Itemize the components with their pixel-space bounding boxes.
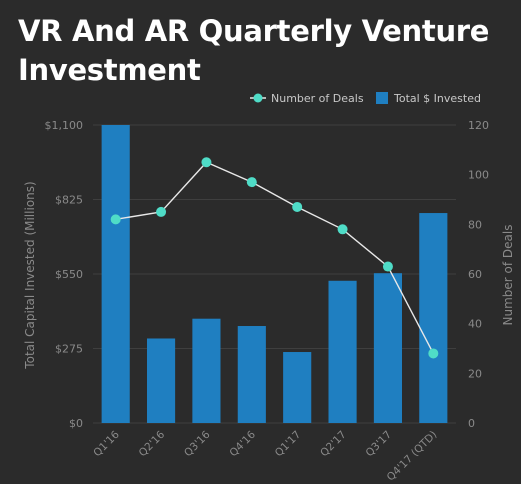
y-axis-label: Total Capital Invested (Millions): [23, 181, 37, 369]
y2-tick-label: 120: [468, 119, 489, 132]
deals-point: [337, 224, 348, 235]
y2-tick-label: 0: [468, 417, 475, 430]
bar: [419, 213, 448, 423]
y-tick-label: $275: [55, 343, 83, 356]
x-tick-label: Q1'17: [273, 429, 304, 460]
y2-tick-label: 60: [468, 268, 482, 281]
bar-series: [101, 125, 448, 423]
x-tick-label: Q1'16: [91, 428, 122, 459]
legend-invested-label: Total $ Invested: [393, 92, 481, 105]
bar: [283, 352, 312, 423]
y2-tick-label: 80: [468, 218, 482, 231]
deals-point: [428, 348, 439, 359]
deals-point: [382, 261, 393, 272]
bar: [237, 326, 266, 423]
x-tick-label: Q3'17: [364, 429, 395, 460]
legend-deals-marker: [253, 93, 263, 103]
y2-axis-label: Number of Deals: [501, 225, 515, 326]
legend: Number of Deals Total $ Invested: [250, 92, 481, 105]
deals-point: [110, 214, 121, 225]
deals-point: [292, 201, 303, 212]
x-tick-label: Q2'17: [318, 429, 349, 460]
line-series: [110, 157, 439, 359]
bar: [101, 125, 130, 423]
bar: [146, 338, 176, 423]
deals-line: [115, 161, 434, 354]
bar: [328, 280, 357, 423]
x-tick-label: Q4'16: [227, 428, 258, 459]
bar: [192, 318, 221, 423]
y-tick-label: $550: [55, 268, 83, 281]
bar: [373, 273, 403, 423]
deals-point: [156, 206, 167, 217]
y-tick-label: $0: [69, 417, 83, 430]
chart-title: VR And AR Quarterly Venture Investment: [18, 14, 490, 87]
legend-invested-swatch: [376, 92, 388, 104]
y2-tick-label: 40: [468, 318, 482, 331]
x-tick-label: Q2'16: [137, 428, 168, 459]
deals-point: [201, 157, 212, 168]
x-tick-label: Q3'16: [182, 428, 213, 459]
y2-tick-label: 100: [468, 169, 489, 182]
y2-tick-label: 20: [468, 367, 482, 380]
y-tick-label: $1,100: [45, 119, 84, 132]
deals-point: [246, 177, 257, 188]
legend-deals-label: Number of Deals: [271, 92, 364, 105]
y-tick-label: $825: [55, 194, 83, 207]
